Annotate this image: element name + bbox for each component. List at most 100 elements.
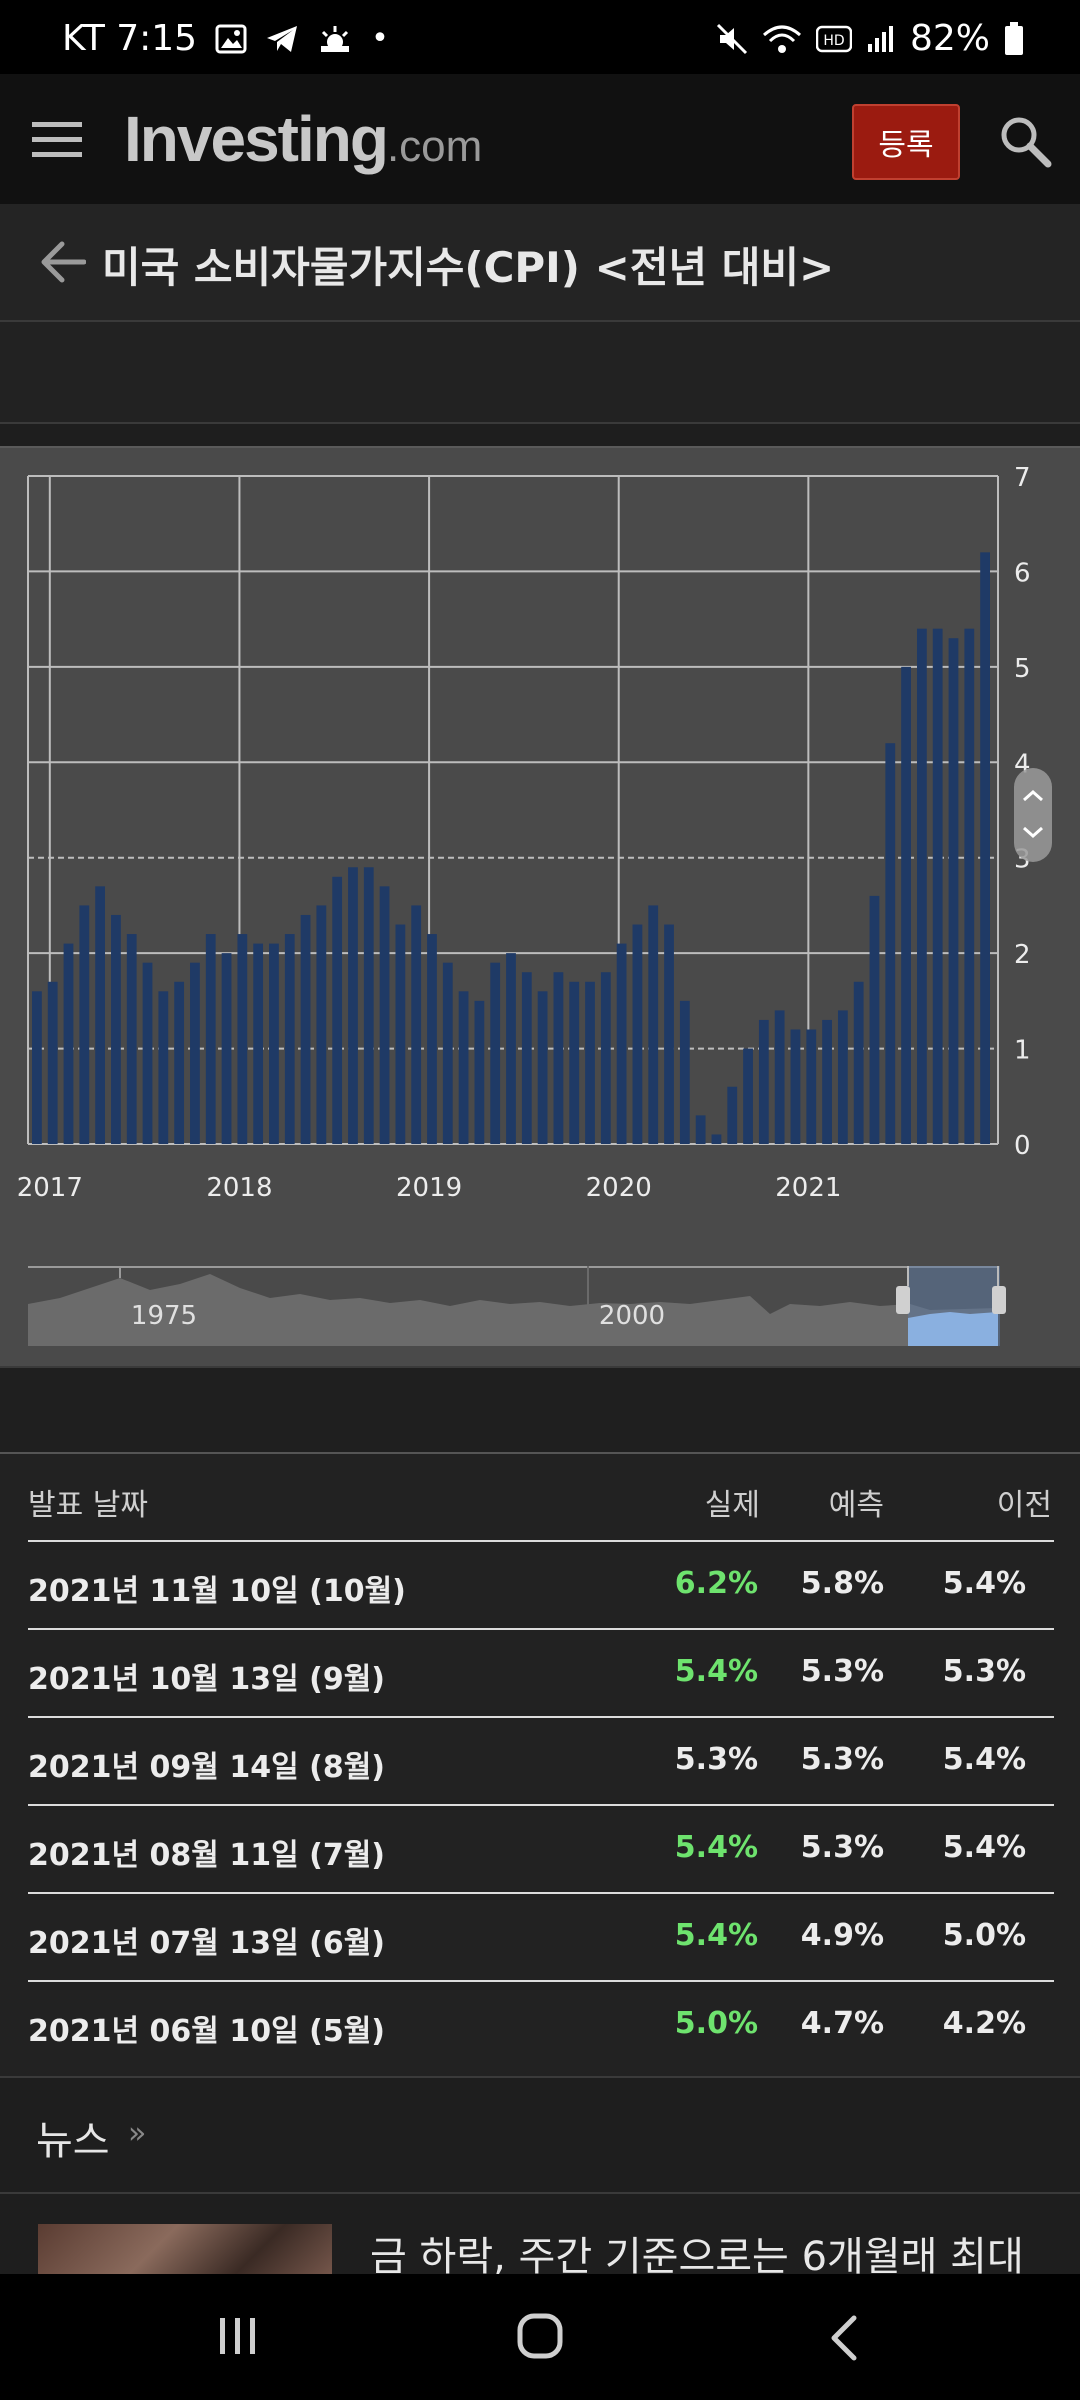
- chart-bar: [458, 991, 469, 1144]
- page-title: 미국 소비자물가지수(CPI) <전년 대비>: [102, 243, 835, 292]
- navigator-label-1975: 1975: [131, 1301, 197, 1331]
- navigator-area: [28, 1274, 998, 1346]
- chart-bar: [932, 628, 943, 1144]
- home-icon[interactable]: [516, 2312, 564, 2360]
- hd-voice-icon: HD: [815, 25, 852, 52]
- news-thumbnail[interactable]: [38, 2224, 332, 2276]
- title-row: 미국 소비자물가지수(CPI) <전년 대비>: [0, 204, 1080, 322]
- navigator-left-handle[interactable]: [896, 1286, 910, 1314]
- chart-bar: [822, 1019, 832, 1144]
- table-row[interactable]: 2021년 07월 13일 (6월) 5.4% 4.9% 5.0%: [28, 1892, 1054, 1981]
- chart-bar: [537, 991, 548, 1144]
- previous-cell: 5.4%: [942, 1742, 1026, 1777]
- chart-bar: [853, 981, 864, 1144]
- navigator-top-line: [28, 1266, 998, 1268]
- y-tick-label: 0: [1014, 1131, 1031, 1161]
- status-left: KT 7:15 •: [62, 18, 389, 59]
- system-nav-bar: [0, 2274, 1080, 2400]
- chart-bar: [158, 991, 169, 1144]
- date-cell: 2021년 07월 13일 (6월): [28, 1926, 386, 1961]
- x-tick-label: 2020: [586, 1173, 652, 1203]
- chart-bar: [664, 924, 674, 1144]
- chart-navigator[interactable]: 1975 2000: [28, 1266, 1006, 1346]
- recent-apps-icon[interactable]: [216, 2314, 260, 2358]
- chart-bar: [316, 905, 327, 1144]
- svg-text:HD: HD: [823, 33, 844, 49]
- signal-icon: [867, 25, 893, 52]
- chart-bar: [474, 1000, 485, 1144]
- previous-cell: 5.3%: [942, 1654, 1026, 1689]
- forecast-cell: 5.3%: [800, 1830, 884, 1865]
- table-row[interactable]: 2021년 10월 13일 (9월) 5.4% 5.3% 5.3%: [28, 1628, 1054, 1717]
- blank-row: [0, 322, 1080, 424]
- actual-cell: 5.0%: [674, 2006, 758, 2041]
- chart-bar: [379, 886, 390, 1144]
- chart-bar: [237, 934, 248, 1144]
- navigator-right-handle[interactable]: [992, 1286, 1006, 1314]
- table-row[interactable]: 2021년 09월 14일 (8월) 5.3% 5.3% 5.4%: [28, 1716, 1054, 1805]
- chart-bar: [600, 972, 611, 1144]
- chart-bar: [774, 1010, 785, 1144]
- chart-bar: [427, 934, 437, 1144]
- chart-bar: [95, 886, 106, 1144]
- actual-cell: 5.3%: [674, 1742, 758, 1777]
- col-header-actual: 실제: [704, 1488, 760, 1523]
- search-icon[interactable]: [998, 114, 1052, 168]
- back-arrow-icon[interactable]: [38, 240, 86, 284]
- x-tick-label: 2017: [17, 1173, 83, 1203]
- chart-panel[interactable]: 0 1 2 3 4 5 6 7 2017 2018 2019 2020 2021 1975 2000: [0, 446, 1080, 1368]
- chart-bar: [711, 1134, 722, 1144]
- y-tick-label: 1: [1014, 1036, 1031, 1066]
- x-tick-label: 2021: [775, 1173, 841, 1203]
- table-row[interactable]: 2021년 06월 10일 (5월) 5.0% 4.7% 4.2%: [28, 1980, 1054, 2069]
- chart-bar: [869, 895, 880, 1144]
- chart-bar: [632, 924, 643, 1144]
- wifi-icon: [762, 25, 801, 53]
- chart-bar: [205, 934, 216, 1144]
- chart-footer-space: [0, 1366, 1080, 1454]
- status-right: HD 82%: [716, 18, 1024, 59]
- register-button[interactable]: 등록: [852, 104, 960, 180]
- chart-bar: [916, 628, 927, 1144]
- previous-cell: 5.4%: [942, 1566, 1026, 1601]
- forecast-cell: 5.3%: [800, 1742, 884, 1777]
- chart-bar: [790, 1029, 801, 1144]
- chart-bar: [221, 953, 232, 1144]
- actual-cell: 5.4%: [674, 1918, 758, 1953]
- chart-bar: [490, 962, 501, 1144]
- back-nav-icon[interactable]: [826, 2314, 862, 2362]
- news-item-title[interactable]: 금 하락, 주간 기준으로는 6개월래 최대: [370, 2234, 1024, 2276]
- weather-icon: [321, 25, 350, 52]
- chart-bar: [964, 628, 975, 1144]
- hamburger-menu-icon[interactable]: [32, 120, 82, 160]
- news-item[interactable]: 금 하락, 주간 기준으로는 6개월래 최대: [0, 2192, 1080, 2276]
- previous-cell: 5.4%: [942, 1830, 1026, 1865]
- mute-icon: [716, 23, 748, 54]
- chart-bar: [679, 1000, 690, 1144]
- chart-bar: [569, 981, 580, 1144]
- y-tick-label: 5: [1014, 654, 1031, 684]
- investing-logo[interactable]: Investing.com: [124, 102, 482, 176]
- chart-bar: [253, 943, 264, 1144]
- previous-cell: 5.0%: [942, 1918, 1026, 1953]
- news-more-chevron[interactable]: »: [128, 2116, 147, 2151]
- date-cell: 2021년 11월 10일 (10월): [28, 1574, 406, 1609]
- chart-bar: [806, 1029, 817, 1144]
- table-row[interactable]: 2021년 11월 10일 (10월) 6.2% 5.8% 5.4%: [28, 1540, 1054, 1629]
- actual-cell: 5.4%: [674, 1654, 758, 1689]
- x-tick-label: 2018: [206, 1173, 272, 1203]
- forecast-cell: 4.9%: [800, 1918, 884, 1953]
- telegram-icon: [267, 25, 298, 52]
- chart-bar: [300, 914, 311, 1144]
- chart-bar: [727, 1086, 738, 1144]
- battery-percent: 82%: [909, 18, 990, 59]
- forecast-cell: 4.7%: [800, 2006, 884, 2041]
- date-cell: 2021년 09월 14일 (8월): [28, 1750, 386, 1785]
- news-section-header[interactable]: 뉴스 »: [0, 2076, 1080, 2194]
- chart-bar: [521, 972, 532, 1144]
- table-row[interactable]: 2021년 08월 11일 (7월) 5.4% 5.3% 5.4%: [28, 1804, 1054, 1893]
- forecast-cell: 5.3%: [800, 1654, 884, 1689]
- chart-scroll-handle[interactable]: [1014, 768, 1052, 862]
- chart-bar: [616, 943, 627, 1144]
